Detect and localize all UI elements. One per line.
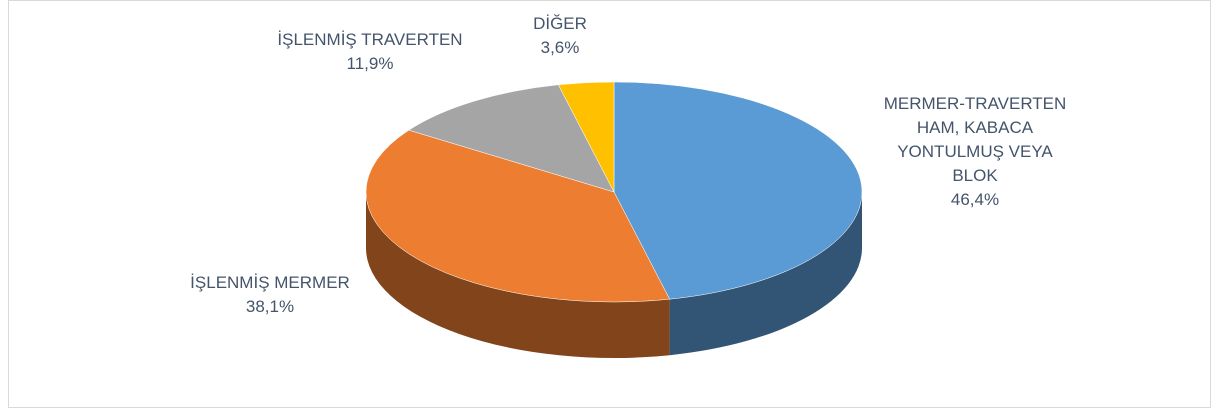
data-label: DİĞER 3,6% xyxy=(533,12,587,60)
slice xyxy=(613,81,863,300)
slice xyxy=(408,84,615,193)
slice-side xyxy=(669,192,862,356)
chart-border xyxy=(8,0,1211,408)
value-label: 46,4% xyxy=(950,190,1000,209)
category-label: İŞLENMİŞ MERMER xyxy=(190,273,350,292)
data-label: İŞLENMİŞ TRAVERTEN 11,9% xyxy=(277,28,462,76)
value-label: 11,9% xyxy=(346,54,394,73)
data-label: MERMER-TRAVERTEN HAM, KABACA YONTULMUŞ V… xyxy=(880,92,1070,212)
value-label: 38,1% xyxy=(245,297,295,316)
slice xyxy=(365,129,671,303)
category-label: İŞLENMİŞ TRAVERTEN xyxy=(277,30,463,49)
category-label: DİĞER xyxy=(533,14,587,33)
value-label: 3,6% xyxy=(540,38,580,57)
slice xyxy=(557,81,615,193)
data-label: İŞLENMİŞ MERMER 38,1% xyxy=(190,271,350,319)
slice-side xyxy=(365,192,670,359)
category-label: MERMER-TRAVERTEN HAM, KABACA YONTULMUŞ V… xyxy=(883,94,1067,185)
